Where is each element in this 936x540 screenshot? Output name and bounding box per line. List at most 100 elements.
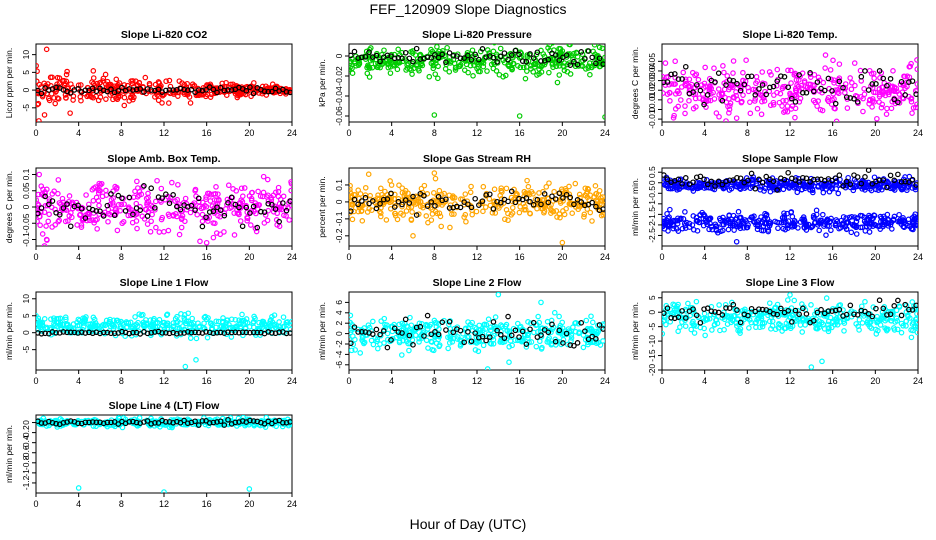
data-point	[796, 311, 802, 318]
data-point	[142, 206, 149, 213]
data-point	[814, 309, 821, 316]
y-axis-label: degrees C per min.	[630, 47, 640, 119]
data-point	[904, 123, 908, 127]
x-tick-label: 0	[659, 128, 664, 138]
data-point	[815, 222, 821, 228]
data-point	[708, 178, 715, 185]
data-point	[425, 219, 431, 226]
data-point	[228, 81, 234, 88]
data-point	[591, 44, 598, 48]
data-point	[688, 81, 695, 88]
data-point	[530, 319, 537, 326]
data-point	[679, 76, 685, 82]
data-point	[436, 210, 443, 217]
data-point	[166, 77, 173, 84]
x-tick-label: 4	[702, 128, 707, 138]
x-tick-label: 12	[159, 499, 169, 509]
data-point	[578, 199, 585, 205]
y-tick-label: 0.03	[647, 72, 657, 89]
data-point	[74, 322, 81, 329]
data-point	[690, 306, 696, 312]
data-point	[910, 327, 916, 334]
data-point	[664, 176, 671, 182]
data-point	[591, 194, 598, 200]
data-point	[476, 322, 483, 329]
data-point	[719, 181, 726, 188]
x-tick-label: 12	[159, 128, 169, 138]
data-point	[816, 321, 823, 328]
data-point	[353, 62, 359, 69]
data-point	[666, 89, 673, 96]
data-point	[727, 100, 734, 107]
data-point	[194, 211, 201, 218]
data-point	[402, 49, 409, 56]
data-point	[741, 185, 748, 191]
x-tick-label: 0	[659, 252, 664, 262]
data-point	[215, 191, 221, 197]
data-point	[428, 331, 435, 338]
data-point	[567, 342, 574, 348]
y-axis-label: ml/min per min.	[4, 425, 14, 483]
data-point	[737, 87, 744, 94]
data-point	[445, 334, 451, 341]
data-point	[435, 63, 441, 70]
x-tick-label: 0	[659, 376, 664, 386]
y-axis-label: degrees C per min.	[4, 171, 14, 243]
y-tick-label: -4	[334, 350, 344, 358]
data-point	[207, 94, 214, 100]
data-point	[498, 202, 504, 208]
data-point	[854, 99, 861, 105]
data-point	[137, 86, 144, 92]
data-point	[568, 201, 575, 208]
panel-title: Slope Sample Flow	[742, 153, 839, 165]
data-point	[269, 88, 275, 95]
data-point	[848, 86, 855, 93]
data-point	[67, 223, 74, 230]
data-point	[719, 312, 726, 318]
data-point	[210, 208, 217, 215]
scatter-points	[662, 52, 918, 133]
data-point	[836, 314, 843, 320]
data-point	[105, 218, 111, 225]
data-point	[247, 222, 254, 228]
data-point	[799, 329, 806, 335]
data-point	[729, 129, 733, 133]
data-point	[82, 87, 89, 94]
x-tick-label: 20	[244, 499, 254, 509]
data-point	[113, 76, 120, 83]
data-point	[213, 318, 219, 325]
x-tick-label: 24	[913, 376, 923, 386]
data-point	[468, 183, 474, 190]
scatter-points	[349, 292, 605, 370]
data-point	[472, 324, 478, 331]
data-point	[239, 311, 245, 318]
data-point	[527, 198, 533, 205]
x-tick-label: 12	[785, 252, 795, 262]
data-point	[173, 333, 180, 339]
data-point	[551, 188, 557, 195]
data-point	[238, 197, 244, 203]
data-point	[167, 197, 173, 204]
data-point	[96, 202, 102, 209]
x-tick-label: 8	[745, 128, 750, 138]
data-point	[116, 80, 123, 86]
data-point	[269, 313, 275, 320]
data-point	[349, 340, 354, 347]
data-point	[690, 89, 696, 95]
data-point	[679, 225, 686, 232]
data-point	[876, 68, 883, 74]
y-axis-label: Licor ppm per min.	[4, 48, 14, 118]
data-point	[74, 319, 80, 326]
y-tick-label: -0.02	[334, 66, 344, 86]
data-point	[682, 209, 688, 215]
data-point	[861, 214, 867, 221]
data-point	[788, 67, 794, 74]
y-tick-label: 5	[647, 295, 657, 300]
data-point	[887, 185, 894, 192]
data-point	[439, 319, 446, 325]
data-point	[582, 328, 588, 334]
x-tick-label: 24	[287, 128, 297, 138]
data-point	[38, 205, 45, 211]
data-point	[287, 198, 292, 205]
data-point	[702, 332, 708, 339]
